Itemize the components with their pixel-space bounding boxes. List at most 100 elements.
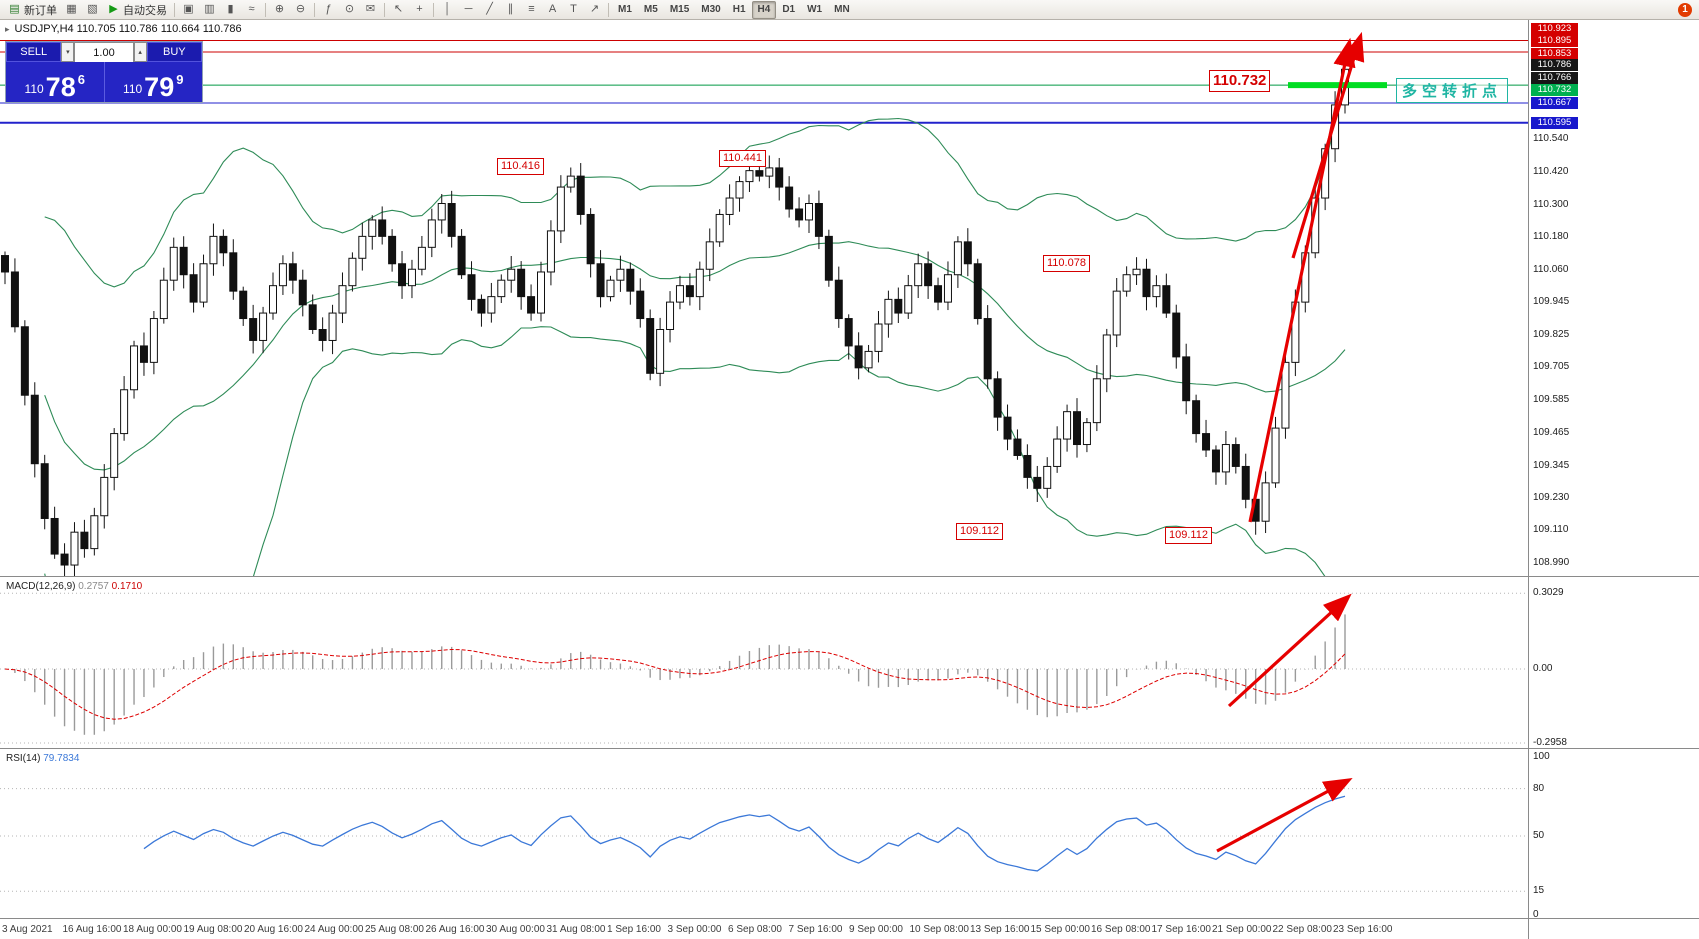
price-scale-label: 109.705 xyxy=(1533,361,1570,373)
arrows-icon: ↗ xyxy=(589,3,600,15)
new-order-button[interactable]: ▤ 新订单 xyxy=(4,1,61,19)
price-scale-badge: 110.595 xyxy=(1531,116,1578,129)
bar-chart-button[interactable]: ▥ xyxy=(199,1,220,19)
volume-up-button[interactable]: ▴ xyxy=(133,42,147,62)
toolbar-separator xyxy=(384,2,385,17)
horizontal-line-button[interactable]: ─ xyxy=(458,1,479,19)
volume-down-button[interactable]: ▾ xyxy=(61,42,75,62)
price-scale-badge: 110.766 xyxy=(1531,71,1578,84)
timeframe-m15-button[interactable]: M15 xyxy=(669,4,690,15)
price-scale-badge: 110.895 xyxy=(1531,34,1578,47)
new-order-icon: ▤ xyxy=(9,3,20,15)
price-annotation: 110.732 xyxy=(1209,70,1271,92)
price-scale-label: 109.945 xyxy=(1533,295,1570,307)
timeframe-h1-button[interactable]: H1 xyxy=(732,4,746,15)
price-scale-label: 110.420 xyxy=(1533,165,1569,177)
auto-trading-button-label: 自动交易 xyxy=(123,4,167,17)
trendline-button[interactable]: ╱ xyxy=(479,1,500,19)
price-scale-badge: 110.853 xyxy=(1531,48,1578,61)
candlestick-chart[interactable] xyxy=(0,20,1528,576)
zoom-out-button[interactable]: ⊖ xyxy=(290,1,311,19)
rsi-panel[interactable]: RSI(14) 79.7834 xyxy=(0,748,1699,918)
time-axis-label: 17 Sep 16:00 xyxy=(1151,924,1212,935)
toolbar-separator xyxy=(314,2,315,17)
price-scale-label: 109.585 xyxy=(1533,394,1570,406)
time-axis-label: 3 Aug 2021 xyxy=(2,924,53,935)
vertical-line-button[interactable]: │ xyxy=(437,1,458,19)
turning-point-label: 多空转折点 xyxy=(1396,78,1509,103)
toolbar-separator xyxy=(174,2,175,17)
volume-input[interactable] xyxy=(75,44,133,62)
indicators-button[interactable]: ƒ xyxy=(318,1,339,19)
line-chart-button[interactable]: ≈ xyxy=(241,1,262,19)
rsi-chart[interactable] xyxy=(0,749,1528,919)
time-axis-label: 25 Aug 08:00 xyxy=(365,924,424,935)
candlestick-button[interactable]: ▮ xyxy=(220,1,241,19)
horizontal-line-icon: ─ xyxy=(464,3,473,15)
price-scale-badge: 110.732 xyxy=(1531,84,1578,97)
sell-price[interactable]: 110 78 6 xyxy=(24,71,85,102)
time-axis-label: 18 Aug 00:00 xyxy=(123,924,182,935)
timeframe-d1-button[interactable]: D1 xyxy=(782,4,796,15)
text-button[interactable]: A xyxy=(542,1,563,19)
text-label-button[interactable]: T xyxy=(563,1,584,19)
profiles-icon: ▧ xyxy=(87,3,98,15)
play-icon: ▶ xyxy=(109,3,118,15)
timeframe-mn-button[interactable]: MN xyxy=(834,4,850,15)
sell-button[interactable]: SELL xyxy=(6,42,62,62)
tile-windows-button[interactable]: ▣ xyxy=(178,1,199,19)
time-axis-label: 9 Sep 00:00 xyxy=(849,924,903,935)
buy-button[interactable]: BUY xyxy=(146,42,203,62)
macd-chart[interactable] xyxy=(0,577,1528,749)
timeframe-w1-button[interactable]: W1 xyxy=(807,4,823,15)
crosshair-icon: + xyxy=(416,3,423,15)
rsi-scale-label: 15 xyxy=(1533,885,1545,897)
time-axis-label: 19 Aug 08:00 xyxy=(183,924,243,935)
arrows-button[interactable]: ↗ xyxy=(584,1,605,19)
time-axis-label: 7 Sep 16:00 xyxy=(788,924,843,935)
periods-button[interactable]: ⊙ xyxy=(339,1,360,19)
line-chart-icon: ≈ xyxy=(248,3,255,15)
crosshair-button[interactable]: + xyxy=(409,1,430,19)
price-scale-badge: 110.923 xyxy=(1531,22,1578,35)
channel-button[interactable]: ∥ xyxy=(500,1,521,19)
one-click-toggle-icon[interactable]: ▸ xyxy=(5,23,10,34)
price-chart-panel[interactable]: ▸ USDJPY,H4 110.705 110.786 110.664 110.… xyxy=(0,20,1699,576)
time-axis-label: 15 Sep 00:00 xyxy=(1030,924,1091,935)
time-axis-label: 31 Aug 08:00 xyxy=(546,924,606,935)
timeframe-m5-button[interactable]: M5 xyxy=(643,4,658,15)
rsi-scale-label: 80 xyxy=(1533,782,1545,794)
time-axis-label: 10 Sep 08:00 xyxy=(909,924,970,935)
profiles-button[interactable]: ▧ xyxy=(82,1,103,19)
zoom-in-button[interactable]: ⊕ xyxy=(269,1,290,19)
chart-grid-icon: ▦ xyxy=(66,3,77,15)
time-axis[interactable]: 3 Aug 2021 16 Aug 16:00 18 Aug 00:00 19 Aug… xyxy=(0,918,1699,939)
time-axis-label: 21 Sep 00:00 xyxy=(1212,924,1272,935)
label-icon: T xyxy=(570,3,577,15)
time-axis-label: 6 Sep 08:00 xyxy=(728,924,782,935)
auto-trading-button[interactable]: ▶ 自动交易 xyxy=(103,1,171,19)
fibonacci-button[interactable]: ≡ xyxy=(521,1,542,19)
buy-price[interactable]: 110 79 9 xyxy=(123,71,184,102)
alert-badge[interactable]: 1 xyxy=(1678,2,1692,17)
macd-panel[interactable]: MACD(12,26,9) 0.2757 0.1710 xyxy=(0,576,1699,748)
time-axis-label: 3 Sep 00:00 xyxy=(667,924,722,935)
price-scale-badge: 110.667 xyxy=(1531,96,1578,109)
candles xyxy=(1,63,1349,576)
scale-separator xyxy=(1528,20,1529,939)
volume-field xyxy=(74,42,134,62)
price-scale-label: 110.540 xyxy=(1533,132,1569,144)
time-axis-label: 1 Sep 16:00 xyxy=(607,924,661,935)
envelope-icon: ✉ xyxy=(365,3,376,15)
rsi-scale-label: 100 xyxy=(1533,751,1550,762)
cursor-button[interactable]: ↖ xyxy=(388,1,409,19)
timeframe-m1-button[interactable]: M1 xyxy=(618,4,632,15)
timeframe-m30-button[interactable]: M30 xyxy=(701,4,721,15)
price-annotation: 110.416 xyxy=(497,158,544,175)
time-axis-label: 30 Aug 00:00 xyxy=(486,924,545,935)
charts-button[interactable]: ▦ xyxy=(61,1,82,19)
timeframe-h4-button[interactable]: H4 xyxy=(751,0,777,19)
time-axis-label: 26 Aug 16:00 xyxy=(425,924,485,935)
mail-button[interactable]: ✉ xyxy=(360,1,381,19)
time-axis-label: 23 Sep 16:00 xyxy=(1333,924,1393,935)
